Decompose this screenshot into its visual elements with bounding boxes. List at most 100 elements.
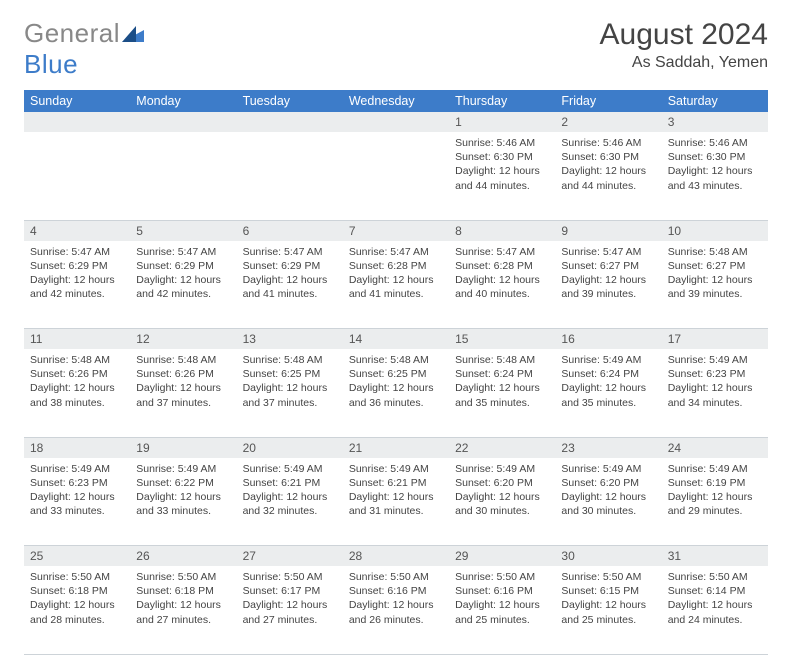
day-number: 30 — [555, 546, 661, 566]
day-details: Sunrise: 5:47 AMSunset: 6:27 PMDaylight:… — [555, 241, 661, 308]
day-cell: Sunrise: 5:46 AMSunset: 6:30 PMDaylight:… — [662, 132, 768, 220]
day-number-cell: 19 — [130, 437, 236, 458]
day-number: 5 — [130, 221, 236, 241]
day-cell: Sunrise: 5:48 AMSunset: 6:25 PMDaylight:… — [343, 349, 449, 437]
day-details: Sunrise: 5:47 AMSunset: 6:29 PMDaylight:… — [130, 241, 236, 308]
day-cell: Sunrise: 5:50 AMSunset: 6:14 PMDaylight:… — [662, 566, 768, 654]
day-number-cell: 26 — [130, 546, 236, 567]
day-cell: Sunrise: 5:49 AMSunset: 6:20 PMDaylight:… — [555, 458, 661, 546]
day-cell — [130, 132, 236, 220]
day-number-cell: 30 — [555, 546, 661, 567]
day-details: Sunrise: 5:48 AMSunset: 6:25 PMDaylight:… — [343, 349, 449, 416]
day-number-cell: 27 — [237, 546, 343, 567]
day-details: Sunrise: 5:46 AMSunset: 6:30 PMDaylight:… — [662, 132, 768, 199]
day-details: Sunrise: 5:47 AMSunset: 6:29 PMDaylight:… — [24, 241, 130, 308]
day-cell: Sunrise: 5:49 AMSunset: 6:24 PMDaylight:… — [555, 349, 661, 437]
calendar-header: SundayMondayTuesdayWednesdayThursdayFrid… — [24, 90, 768, 112]
day-details: Sunrise: 5:50 AMSunset: 6:15 PMDaylight:… — [555, 566, 661, 633]
day-number-cell: 20 — [237, 437, 343, 458]
day-number: 25 — [24, 546, 130, 566]
day-details: Sunrise: 5:49 AMSunset: 6:23 PMDaylight:… — [662, 349, 768, 416]
day-number: 8 — [449, 221, 555, 241]
day-number-cell: 14 — [343, 329, 449, 350]
day-details: Sunrise: 5:48 AMSunset: 6:25 PMDaylight:… — [237, 349, 343, 416]
day-cell: Sunrise: 5:49 AMSunset: 6:22 PMDaylight:… — [130, 458, 236, 546]
col-header: Saturday — [662, 90, 768, 112]
logo-text-part1: General — [24, 18, 120, 48]
day-number-cell: 6 — [237, 220, 343, 241]
day-number-cell — [130, 112, 236, 132]
day-number: 31 — [662, 546, 768, 566]
day-details: Sunrise: 5:50 AMSunset: 6:18 PMDaylight:… — [24, 566, 130, 633]
title-block: August 2024 As Saddah, Yemen — [600, 18, 768, 72]
day-number: 10 — [662, 221, 768, 241]
calendar-table: SundayMondayTuesdayWednesdayThursdayFrid… — [24, 90, 768, 655]
day-number: 11 — [24, 329, 130, 349]
day-number-cell: 31 — [662, 546, 768, 567]
day-cell: Sunrise: 5:47 AMSunset: 6:29 PMDaylight:… — [24, 241, 130, 329]
day-number-cell: 4 — [24, 220, 130, 241]
day-number-cell — [24, 112, 130, 132]
location: As Saddah, Yemen — [600, 54, 768, 72]
day-cell: Sunrise: 5:50 AMSunset: 6:18 PMDaylight:… — [130, 566, 236, 654]
day-number-cell: 1 — [449, 112, 555, 132]
col-header: Monday — [130, 90, 236, 112]
day-details: Sunrise: 5:49 AMSunset: 6:19 PMDaylight:… — [662, 458, 768, 525]
day-number-cell: 17 — [662, 329, 768, 350]
day-cell: Sunrise: 5:47 AMSunset: 6:28 PMDaylight:… — [343, 241, 449, 329]
day-number: 24 — [662, 438, 768, 458]
day-number-cell: 23 — [555, 437, 661, 458]
day-cell: Sunrise: 5:48 AMSunset: 6:26 PMDaylight:… — [130, 349, 236, 437]
day-number-cell — [343, 112, 449, 132]
day-cell: Sunrise: 5:50 AMSunset: 6:16 PMDaylight:… — [449, 566, 555, 654]
day-details: Sunrise: 5:49 AMSunset: 6:24 PMDaylight:… — [555, 349, 661, 416]
day-cell: Sunrise: 5:47 AMSunset: 6:29 PMDaylight:… — [237, 241, 343, 329]
col-header: Tuesday — [237, 90, 343, 112]
day-number: 28 — [343, 546, 449, 566]
day-number: 1 — [449, 112, 555, 132]
day-number: 9 — [555, 221, 661, 241]
day-number: 15 — [449, 329, 555, 349]
day-cell — [24, 132, 130, 220]
day-number-cell: 12 — [130, 329, 236, 350]
day-details: Sunrise: 5:49 AMSunset: 6:23 PMDaylight:… — [24, 458, 130, 525]
day-number-cell: 24 — [662, 437, 768, 458]
day-cell: Sunrise: 5:50 AMSunset: 6:17 PMDaylight:… — [237, 566, 343, 654]
day-details: Sunrise: 5:50 AMSunset: 6:17 PMDaylight:… — [237, 566, 343, 633]
day-cell: Sunrise: 5:49 AMSunset: 6:20 PMDaylight:… — [449, 458, 555, 546]
day-number-cell: 15 — [449, 329, 555, 350]
day-details: Sunrise: 5:49 AMSunset: 6:20 PMDaylight:… — [555, 458, 661, 525]
day-details: Sunrise: 5:50 AMSunset: 6:16 PMDaylight:… — [343, 566, 449, 633]
day-cell: Sunrise: 5:48 AMSunset: 6:25 PMDaylight:… — [237, 349, 343, 437]
day-cell: Sunrise: 5:48 AMSunset: 6:26 PMDaylight:… — [24, 349, 130, 437]
col-header: Friday — [555, 90, 661, 112]
day-cell: Sunrise: 5:47 AMSunset: 6:27 PMDaylight:… — [555, 241, 661, 329]
day-details: Sunrise: 5:49 AMSunset: 6:21 PMDaylight:… — [237, 458, 343, 525]
day-details: Sunrise: 5:47 AMSunset: 6:29 PMDaylight:… — [237, 241, 343, 308]
day-number-cell: 2 — [555, 112, 661, 132]
logo-mark-icon — [122, 18, 144, 49]
day-cell: Sunrise: 5:50 AMSunset: 6:16 PMDaylight:… — [343, 566, 449, 654]
day-cell: Sunrise: 5:50 AMSunset: 6:15 PMDaylight:… — [555, 566, 661, 654]
day-number: 12 — [130, 329, 236, 349]
day-number: 2 — [555, 112, 661, 132]
day-number: 18 — [24, 438, 130, 458]
day-details: Sunrise: 5:46 AMSunset: 6:30 PMDaylight:… — [555, 132, 661, 199]
day-details: Sunrise: 5:47 AMSunset: 6:28 PMDaylight:… — [343, 241, 449, 308]
day-number-cell: 11 — [24, 329, 130, 350]
day-number: 19 — [130, 438, 236, 458]
day-number: 14 — [343, 329, 449, 349]
day-number: 4 — [24, 221, 130, 241]
day-cell: Sunrise: 5:49 AMSunset: 6:19 PMDaylight:… — [662, 458, 768, 546]
day-details: Sunrise: 5:50 AMSunset: 6:14 PMDaylight:… — [662, 566, 768, 633]
day-details: Sunrise: 5:49 AMSunset: 6:22 PMDaylight:… — [130, 458, 236, 525]
day-number-cell: 5 — [130, 220, 236, 241]
day-details: Sunrise: 5:48 AMSunset: 6:27 PMDaylight:… — [662, 241, 768, 308]
day-cell: Sunrise: 5:49 AMSunset: 6:23 PMDaylight:… — [662, 349, 768, 437]
day-cell: Sunrise: 5:48 AMSunset: 6:24 PMDaylight:… — [449, 349, 555, 437]
day-number: 29 — [449, 546, 555, 566]
day-number-cell: 8 — [449, 220, 555, 241]
day-number-cell: 7 — [343, 220, 449, 241]
day-number-cell: 28 — [343, 546, 449, 567]
logo: General Blue — [24, 18, 144, 80]
